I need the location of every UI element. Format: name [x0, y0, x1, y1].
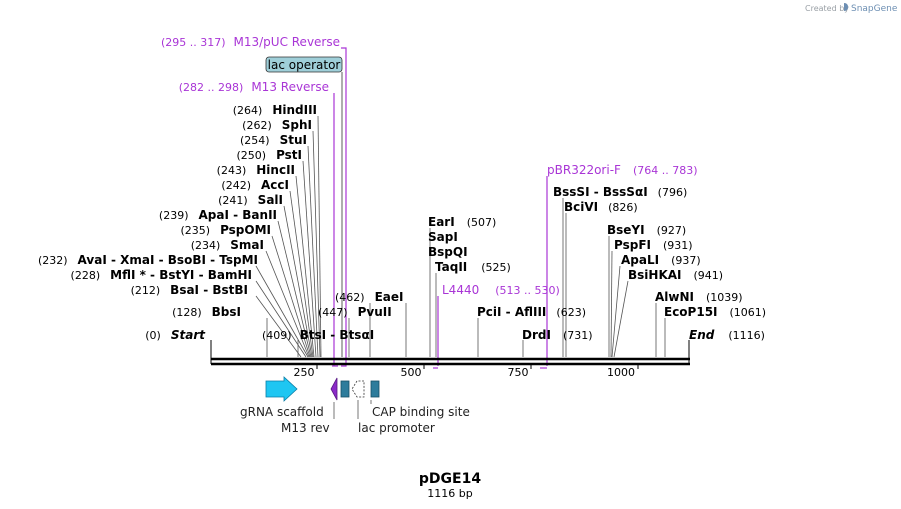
ruler-tick-1000: 1000	[607, 366, 635, 379]
connector-m13puc-reverse	[341, 47, 347, 367]
enzyme-taqii[interactable]: TaqII (525)	[435, 260, 511, 274]
feature-track: gRNA scaffold M13 rev lac promoter CAP b…	[240, 376, 470, 435]
ruler-tick-250: 250	[294, 366, 315, 379]
enzyme-labels-right: BssSI - BssSαI (796) BciVI (826) BseYI (927…	[553, 185, 766, 342]
credit-brand: SnapGene	[851, 4, 898, 14]
enzyme-pspomi[interactable]: (235) PspOMI	[180, 223, 271, 237]
enzyme-bspqi[interactable]: BspQI	[428, 245, 468, 259]
feature-label-cap-binding-site: CAP binding site	[372, 405, 470, 419]
connector-smai	[265, 250, 310, 358]
lac-promoter-arrow[interactable]	[351, 380, 365, 398]
primer-connectors	[332, 47, 548, 369]
enzyme-sphi[interactable]: (262) SphI	[242, 118, 312, 132]
enzyme-acci[interactable]: (242) AccI	[221, 178, 289, 192]
enzyme-bcivi[interactable]: BciVI (826)	[564, 200, 638, 214]
dna-backbone	[210, 340, 690, 366]
enzyme-drdi[interactable]: DrdI (731)	[522, 328, 593, 342]
primer-pbr322ori-f[interactable]: pBR322ori-F (764 .. 783)	[547, 163, 698, 177]
plasmid-length: 1116 bp	[427, 487, 472, 500]
cap-binding-site-feature[interactable]	[370, 380, 380, 398]
connector-acci	[289, 190, 314, 358]
lac-operator-label: lac operator	[268, 58, 341, 72]
ruler: 250 500 750 1000	[294, 364, 639, 379]
connector-aval	[255, 265, 309, 358]
enzyme-eari[interactable]: EarI (507)	[428, 215, 496, 229]
plasmid-name: pDGE14	[419, 471, 481, 487]
connector-stui	[307, 145, 319, 358]
snapgene-logo-icon	[844, 3, 848, 11]
enzyme-pcii[interactable]: PciI - AflIII (623)	[477, 305, 586, 319]
connector-pspomi	[271, 235, 311, 358]
enzyme-labels-left: (264) HindIII (262) SphI (254) StuI (250) Ps…	[38, 103, 317, 342]
enzyme-hincii[interactable]: (243) HincII	[217, 163, 295, 177]
connector-hincii	[295, 175, 315, 358]
enzyme-apali[interactable]: ApaLI (937)	[621, 253, 701, 267]
connector-apai	[277, 220, 312, 358]
enzyme-end[interactable]: End (1116)	[689, 328, 765, 342]
enzyme-psti[interactable]: (250) PstI	[236, 148, 302, 162]
enzyme-sali[interactable]: (241) SalI	[218, 193, 283, 207]
primer-m13puc-reverse[interactable]: (295 .. 317) M13/pUC Reverse	[161, 35, 340, 49]
connector-mfli	[255, 280, 307, 358]
connector-sali	[283, 205, 313, 358]
enzyme-eaei[interactable]: (462) EaeI	[335, 290, 404, 304]
connector-apali	[611, 265, 621, 358]
enzyme-labels-middle: (409) BtsI - BtsαI (447) PvuII (462) EaeI E…	[262, 215, 593, 342]
grna-scaffold-arrow[interactable]	[265, 376, 298, 402]
enzyme-connectors	[255, 115, 666, 358]
connector-sphi	[312, 130, 321, 358]
enzyme-bsihkai[interactable]: BsiHKAI (941)	[628, 268, 723, 282]
credit-text: Created by	[805, 4, 849, 13]
enzyme-sapi[interactable]: SapI	[428, 230, 458, 244]
connector-hindiii	[317, 115, 322, 358]
ruler-tick-500: 500	[401, 366, 422, 379]
enzyme-pvuii[interactable]: (447) PvuII	[318, 305, 392, 319]
enzyme-ecop15i[interactable]: EcoP15I (1061)	[664, 305, 766, 319]
feature-label-grna-scaffold: gRNA scaffold	[240, 405, 324, 419]
feature-label-m13-rev: M13 rev	[281, 421, 330, 435]
enzyme-pspfi[interactable]: PspFI (931)	[614, 238, 693, 252]
enzyme-stui[interactable]: (254) StuI	[240, 133, 307, 147]
connector-bsai	[255, 295, 302, 358]
enzyme-start[interactable]: (0) Start	[145, 328, 206, 342]
enzyme-aval[interactable]: (232) AvaI - XmaI - BsoBI - TspMI	[38, 253, 258, 267]
enzyme-bseyi[interactable]: BseYI (927)	[607, 223, 686, 237]
enzyme-mfli[interactable]: (228) MflI * - BstYI - BamHI	[71, 268, 252, 282]
enzyme-btsi[interactable]: (409) BtsI - BtsαI	[262, 328, 374, 342]
enzyme-smai[interactable]: (234) SmaI	[191, 238, 264, 252]
lac-operator-feature[interactable]	[340, 380, 350, 398]
enzyme-bsai[interactable]: (212) BsaI - BstBI	[131, 283, 248, 297]
m13-rev-arrow[interactable]	[330, 377, 338, 401]
connector-psti	[302, 160, 317, 358]
primer-m13-reverse[interactable]: (282 .. 298) M13 Reverse	[179, 80, 329, 94]
ruler-tick-750: 750	[508, 366, 529, 379]
connector-bsihkai	[613, 280, 629, 358]
enzyme-bsssi[interactable]: BssSI - BssSαI (796)	[553, 185, 687, 199]
lac-operator-box[interactable]	[265, 56, 343, 73]
primer-l4440[interactable]: L4440 (513 .. 530)	[442, 283, 560, 297]
connector-pspfi	[610, 250, 613, 358]
enzyme-alwni[interactable]: AlwNI (1039)	[655, 290, 743, 304]
enzyme-apai[interactable]: (239) ApaI - BanII	[159, 208, 277, 222]
feature-label-lac-promoter: lac promoter	[358, 421, 435, 435]
enzyme-bbsi[interactable]: (128) BbsI	[172, 305, 241, 319]
enzyme-hindiii[interactable]: (264) HindIII	[233, 103, 317, 117]
